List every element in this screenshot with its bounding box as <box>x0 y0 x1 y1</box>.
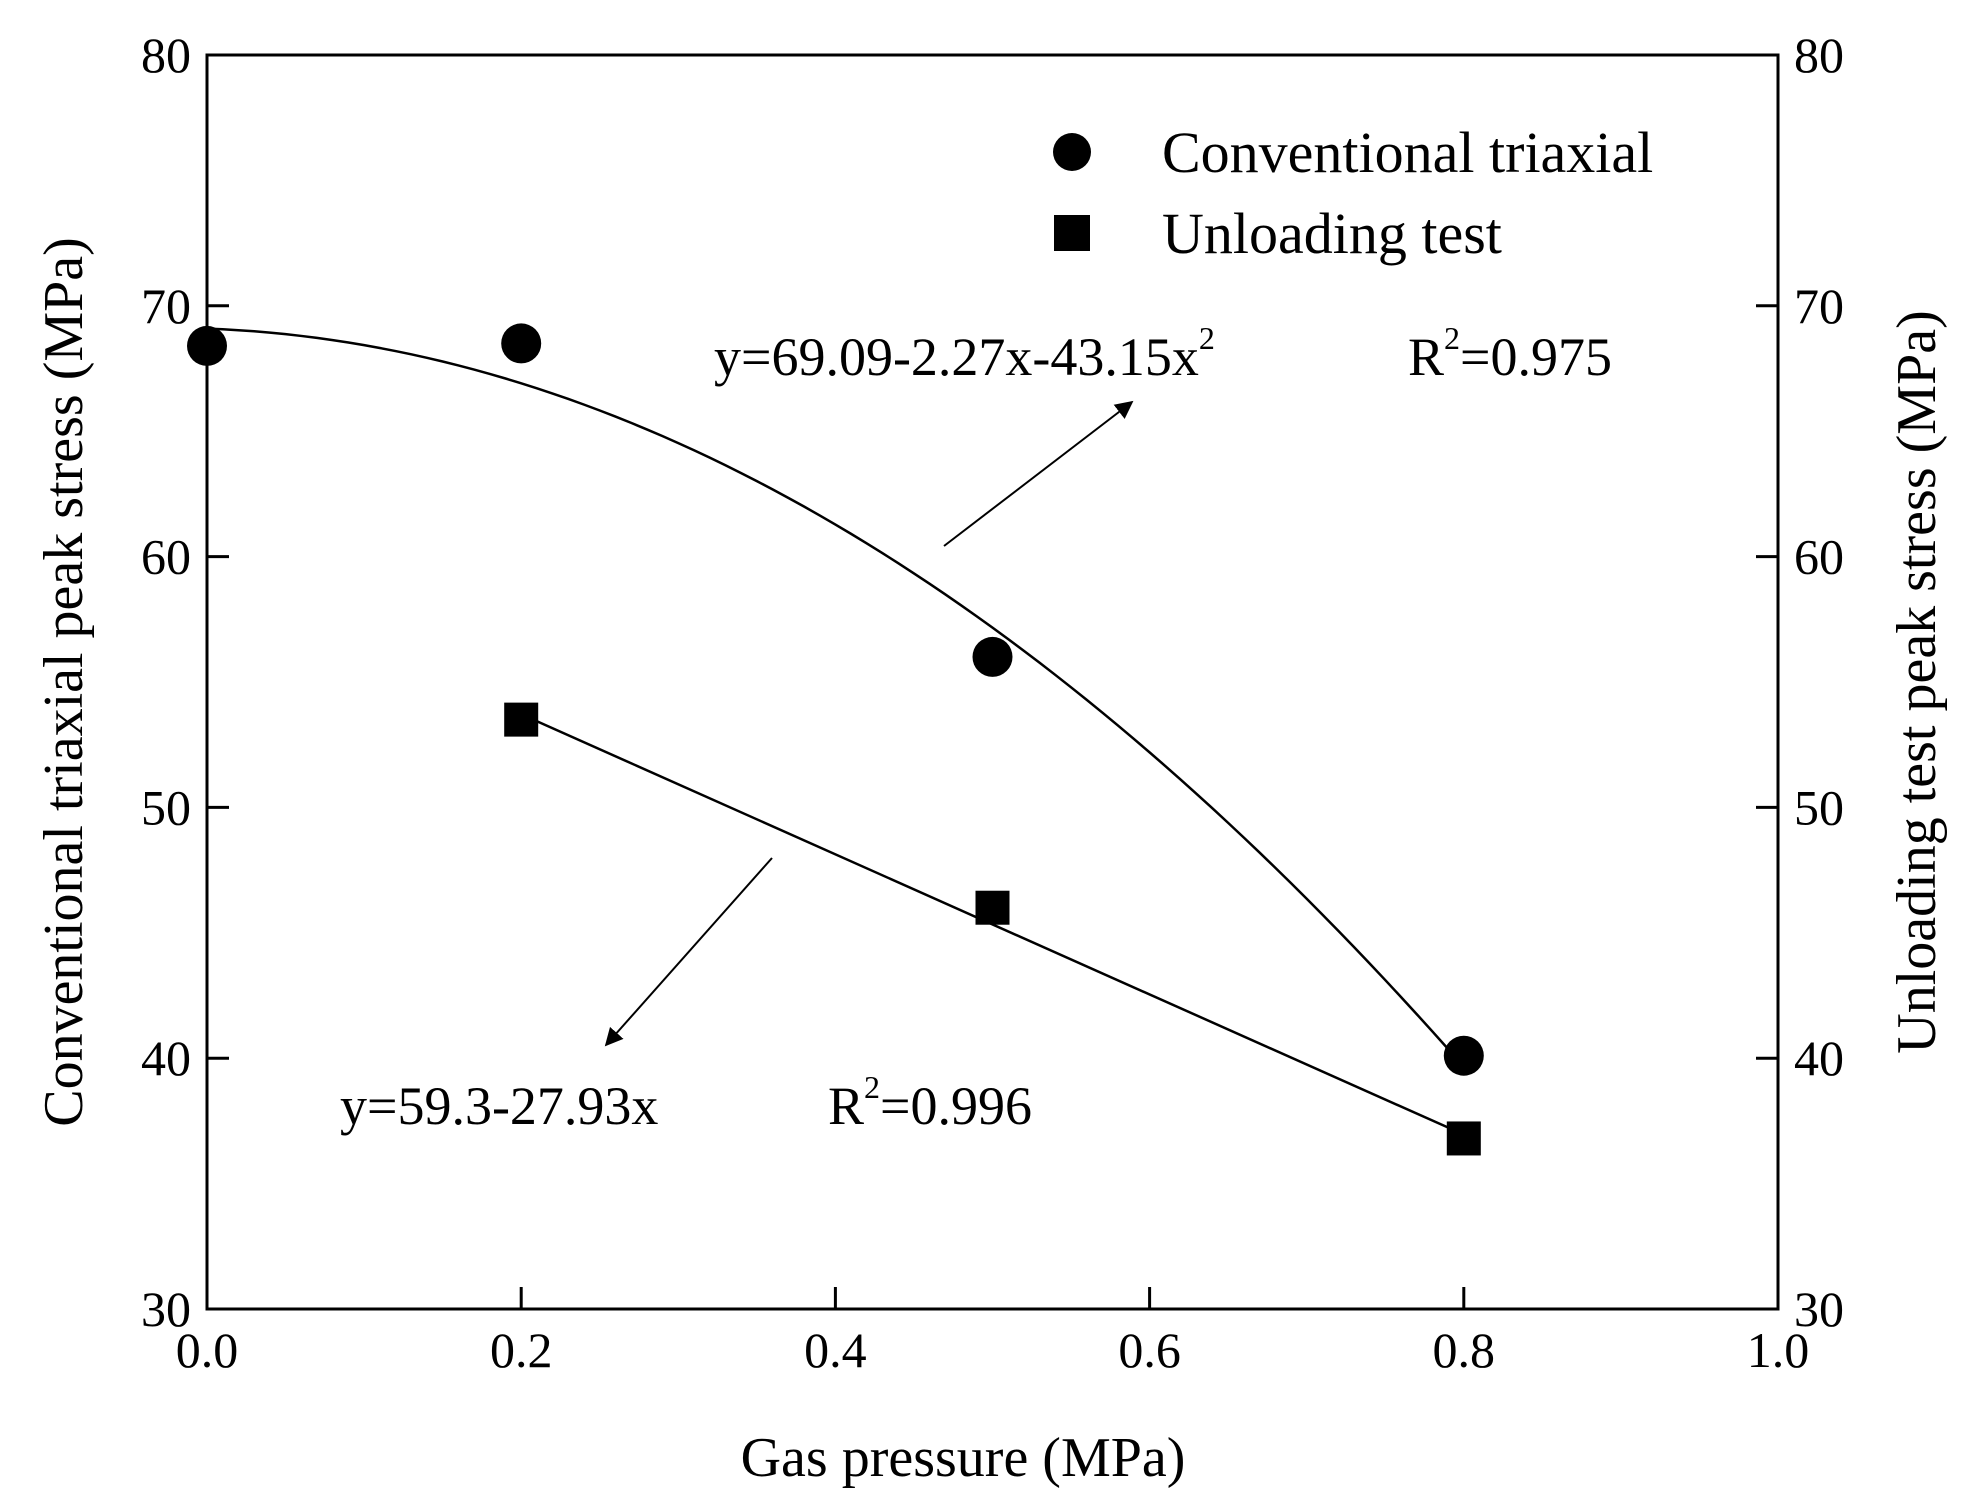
legend: Conventional triaxial Unloading test <box>1053 120 1653 266</box>
x-tick-label: 0.4 <box>804 1322 867 1378</box>
x-tick-label: 0.6 <box>1118 1322 1181 1378</box>
annotation-unloading-r2-prefix: R <box>828 1076 864 1136</box>
y-tick-label: 60 <box>141 529 191 585</box>
points-conventional <box>187 323 1484 1076</box>
plot-frame <box>205 53 1780 1311</box>
arrow-unloading-fit <box>604 857 773 1047</box>
x-tick-label: 0.0 <box>176 1322 239 1378</box>
annotation-unloading-r2-value: =0.996 <box>880 1076 1032 1136</box>
y2-tick-label: 60 <box>1794 529 1844 585</box>
y-tick-label: 70 <box>141 278 191 334</box>
annotation-conventional-r2-value: =0.975 <box>1460 327 1612 387</box>
y-tick-label: 80 <box>141 27 191 83</box>
annotation-unloading-eq-main: y=59.3-27.93x <box>340 1076 658 1136</box>
point-conventional <box>972 636 1013 677</box>
y-axis-ticks: 30 40 50 60 70 80 <box>141 27 229 1337</box>
y2-tick-label: 40 <box>1794 1030 1844 1086</box>
y2-tick-label: 80 <box>1794 27 1844 83</box>
x-tick-label: 0.2 <box>490 1322 553 1378</box>
point-conventional <box>187 325 227 366</box>
annotation-conventional-r2-sup: 2 <box>1444 320 1460 356</box>
y-tick-label: 30 <box>141 1281 191 1337</box>
y-tick-label: 40 <box>141 1030 191 1086</box>
legend-label-conventional: Conventional triaxial <box>1162 120 1653 185</box>
legend-marker-unloading <box>1054 215 1090 251</box>
annotation-unloading-equation: y=59.3-27.93x <box>340 1076 658 1136</box>
annotation-conventional-eq-main: y=69.09-2.27x-43.15x <box>714 327 1199 387</box>
annotation-conventional-equation: y=69.09-2.27x-43.15x2 <box>714 320 1215 387</box>
annotation-conventional-r2-prefix: R <box>1408 327 1444 387</box>
point-unloading <box>975 890 1010 925</box>
fit-curve-conventional <box>206 327 1465 1068</box>
y2-tick-label: 70 <box>1794 278 1844 334</box>
point-unloading <box>1446 1121 1481 1156</box>
y2-axis-title: Unloading test peak stress (MPa) <box>1886 310 1948 1053</box>
y2-tick-label: 30 <box>1794 1281 1844 1337</box>
annotation-conventional-eq-sup: 2 <box>1199 320 1215 356</box>
y2-axis-ticks: 30 40 50 60 70 80 <box>1756 27 1844 1337</box>
arrow-conventional-fit <box>943 400 1134 547</box>
annotation-unloading-r2: R2=0.996 <box>828 1069 1032 1136</box>
legend-marker-conventional <box>1053 133 1091 171</box>
y2-tick-label: 50 <box>1794 779 1844 835</box>
y-axis-title: Conventional triaxial peak stress (MPa) <box>33 237 95 1127</box>
points-unloading <box>504 702 1481 1156</box>
x-axis-title: Gas pressure (MPa) <box>741 1427 1186 1489</box>
point-conventional <box>1443 1035 1484 1076</box>
annotation-conventional-r2: R2=0.975 <box>1408 320 1612 387</box>
legend-label-unloading: Unloading test <box>1162 201 1502 266</box>
x-tick-label: 1.0 <box>1747 1322 1810 1378</box>
x-tick-label: 0.8 <box>1433 1322 1496 1378</box>
y-tick-label: 50 <box>141 779 191 835</box>
point-conventional <box>501 323 542 364</box>
x-axis-ticks: 0.0 0.2 0.4 0.6 0.8 1.0 <box>176 1287 1810 1378</box>
point-unloading <box>504 702 539 737</box>
annotation-unloading-r2-sup: 2 <box>864 1069 880 1105</box>
